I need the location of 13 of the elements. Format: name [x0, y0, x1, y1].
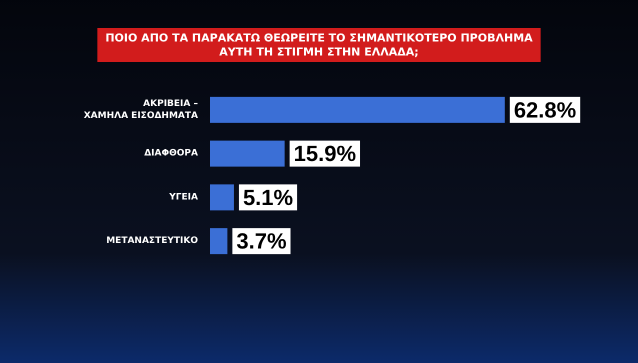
- y-tick-label: ΑΚΡΙΒΕΙΑ – ΧΑΜΗΛΑ ΕΙΣΟΔΗΜΑΤΑ: [84, 98, 198, 121]
- bar: [210, 140, 285, 167]
- y-tick-label: ΜΕΤΑΝΑΣΤΕΥΤΙΚΟ: [106, 236, 198, 246]
- bar: [210, 96, 505, 123]
- data-label: 5.1%: [242, 184, 294, 210]
- y-tick-label: ΔΙΑΦΘΟΡΑ: [144, 148, 198, 159]
- bar: [210, 184, 234, 210]
- data-label: 3.7%: [236, 228, 287, 254]
- data-label: 15.9%: [294, 141, 356, 166]
- y-tick-label: ΥΓΕΙΑ: [168, 192, 198, 202]
- bar: [210, 228, 228, 254]
- chart-title: ΠΟΙΟ ΑΠΟ ΤΑ ΠΑΡΑΚΑΤΩ ΘΕΩΡΕΙΤΕ ΤΟ ΣΗΜΑΝΤΙΚΟΤΕΡΟ ΠΡΟΒΛΗΜΑ ΑΥΤΗ ΤΗ ΣΤΙΓΜΗ ΣΤΗΝ ΕΛΛΑΔΑ;: [105, 32, 534, 58]
- data-label: 62.8%: [514, 97, 576, 122]
